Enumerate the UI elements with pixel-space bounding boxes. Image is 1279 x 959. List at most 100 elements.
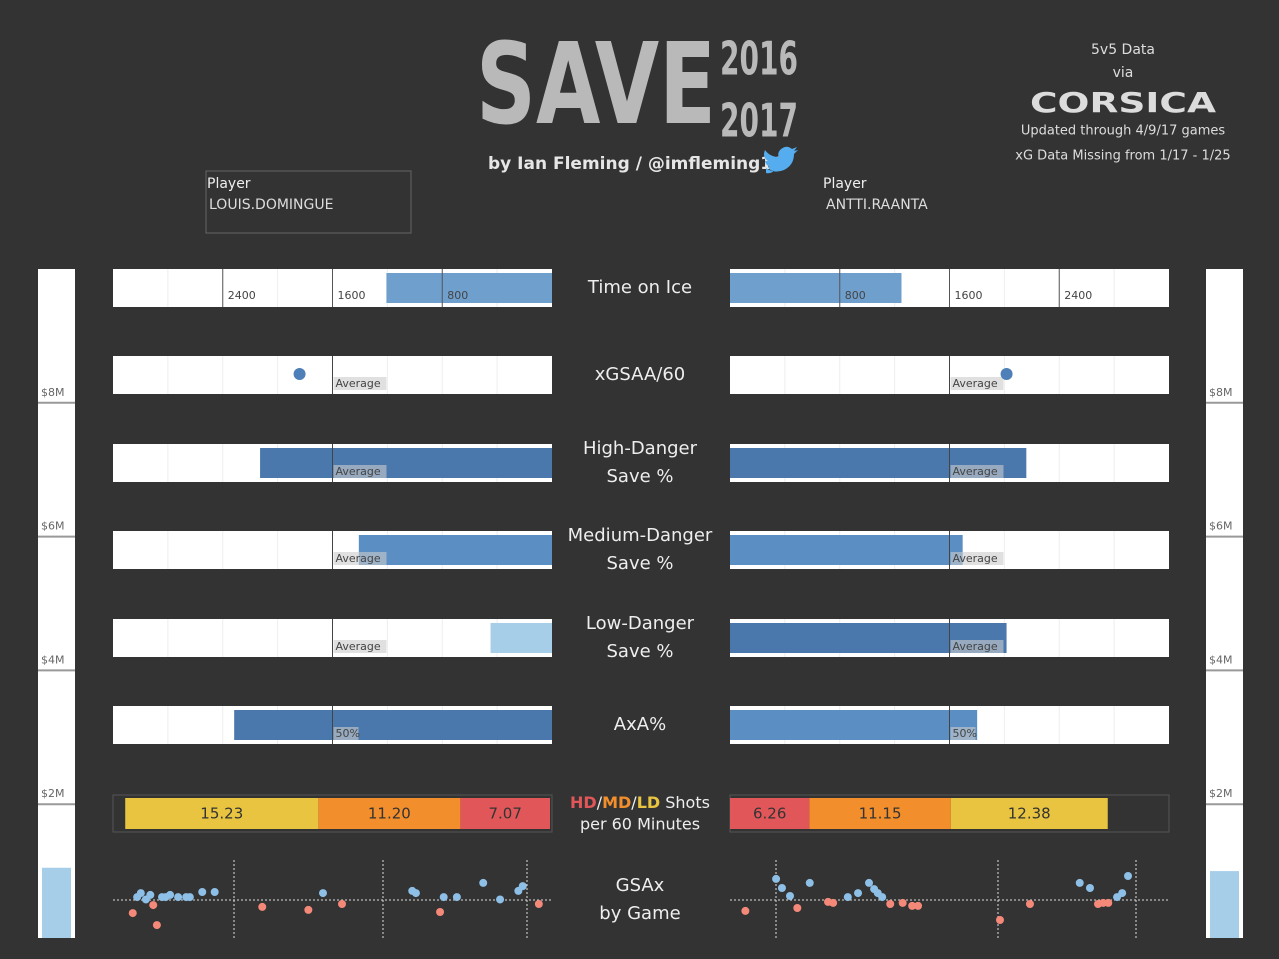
game-point [152, 921, 161, 930]
title-separator: / [631, 793, 637, 812]
reference-label: Average [336, 552, 381, 565]
game-point [1075, 878, 1084, 887]
metric-title: Save % [606, 466, 673, 487]
game-point [886, 900, 895, 908]
bar [490, 623, 552, 653]
reference-label-bg [950, 727, 976, 740]
shots-bar [460, 798, 550, 829]
reference-label-bg [950, 640, 1004, 653]
reference-label: Average [953, 640, 998, 653]
game-point [496, 895, 505, 904]
tick-label: 2400 [1064, 289, 1092, 302]
note: xG Data Missing from 1/17 - 1/25 [1015, 149, 1230, 164]
salary-tick-label: $8M [41, 386, 65, 399]
game-point [185, 893, 194, 902]
filter-value[interactable]: ANTTI.RAANTA [826, 197, 928, 213]
salary-tick-label: $4M [1209, 653, 1233, 666]
salary-tick-label: $8M [1209, 386, 1233, 399]
game-point [741, 906, 750, 915]
game-point [908, 901, 917, 910]
salary-bar [1210, 871, 1239, 938]
game-point [149, 901, 158, 910]
game-point [914, 901, 923, 910]
source-line: via [1113, 65, 1134, 81]
filter-box[interactable] [205, 170, 412, 234]
source-line: 5v5 Data [1091, 42, 1155, 58]
title-series: LD [637, 793, 660, 812]
game-point [865, 878, 874, 887]
bar [358, 535, 552, 565]
shots-label: 11.20 [368, 805, 411, 823]
source-logo: CORSICA [1030, 86, 1216, 119]
shots-title: HD/MD/LD Shots [570, 793, 710, 812]
game-point [258, 902, 267, 911]
title-text: Shots [660, 793, 710, 812]
game-point [304, 905, 313, 914]
game-point [166, 890, 175, 899]
filter-value[interactable]: LOUIS.DOMINGUE [209, 197, 333, 213]
shots-label: 11.15 [859, 805, 902, 823]
game-point [534, 900, 543, 908]
filter-label: Player [207, 176, 251, 192]
game-point [995, 916, 1004, 924]
shots-bar [730, 798, 810, 829]
salary-tick-label: $2M [41, 787, 65, 800]
reference-label: Average [953, 465, 998, 478]
dot [1000, 368, 1013, 380]
metric-title: Save % [606, 641, 673, 662]
filter-label: Player [823, 176, 867, 192]
shots-title: per 60 Minutes [580, 815, 700, 834]
tick-label: 2400 [228, 289, 256, 302]
game-point [777, 884, 786, 892]
game-point [338, 900, 347, 908]
bar [386, 273, 552, 303]
season-end: 2017 [720, 94, 798, 148]
reference-label: Average [953, 377, 998, 390]
reference-label-bg [333, 465, 387, 478]
game-point [829, 898, 838, 907]
game-point [452, 893, 461, 902]
game-point [785, 892, 794, 900]
dot [293, 368, 306, 380]
game-point [146, 890, 155, 899]
metric-title: GSAx [616, 875, 665, 896]
reference-label: Average [336, 465, 381, 478]
tick-label: 800 [845, 289, 866, 302]
shots-bar [125, 798, 319, 829]
reference-label-bg [950, 552, 1004, 565]
metric-title: by Game [599, 903, 680, 924]
metric-title: xGSAA/60 [595, 364, 685, 385]
metric-title: AxA% [614, 714, 666, 735]
salary-tick-label: $2M [1209, 787, 1233, 800]
reference-label: 50% [336, 727, 360, 740]
shots-panel [112, 794, 553, 833]
game-point [1118, 889, 1127, 898]
tick-label: 800 [447, 289, 468, 302]
twitter-icon [764, 146, 798, 174]
bar [260, 448, 552, 478]
shots-label: 12.38 [1008, 805, 1051, 823]
metric-title: Time on Ice [587, 277, 692, 298]
metric-title: Save % [606, 553, 673, 574]
game-point [1104, 898, 1113, 907]
metric-title: High-Danger [583, 438, 698, 459]
metric-title: Low-Danger [586, 613, 695, 634]
salary-panel [1206, 269, 1243, 938]
game-point [411, 889, 420, 898]
logo-title: SAVE [476, 20, 716, 150]
game-point [1025, 900, 1034, 908]
bar [730, 710, 978, 740]
game-point [128, 909, 137, 918]
shots-label: 6.26 [753, 805, 786, 823]
reference-label-bg [333, 552, 387, 565]
game-point [136, 889, 145, 898]
bar [730, 273, 902, 303]
game-point [898, 898, 907, 907]
reference-label: Average [336, 640, 381, 653]
shots-bar [950, 798, 1108, 829]
game-point [772, 874, 781, 883]
shots-bar [318, 798, 461, 829]
tick-label: 1600 [338, 289, 366, 302]
note: Updated through 4/9/17 games [1021, 124, 1226, 139]
